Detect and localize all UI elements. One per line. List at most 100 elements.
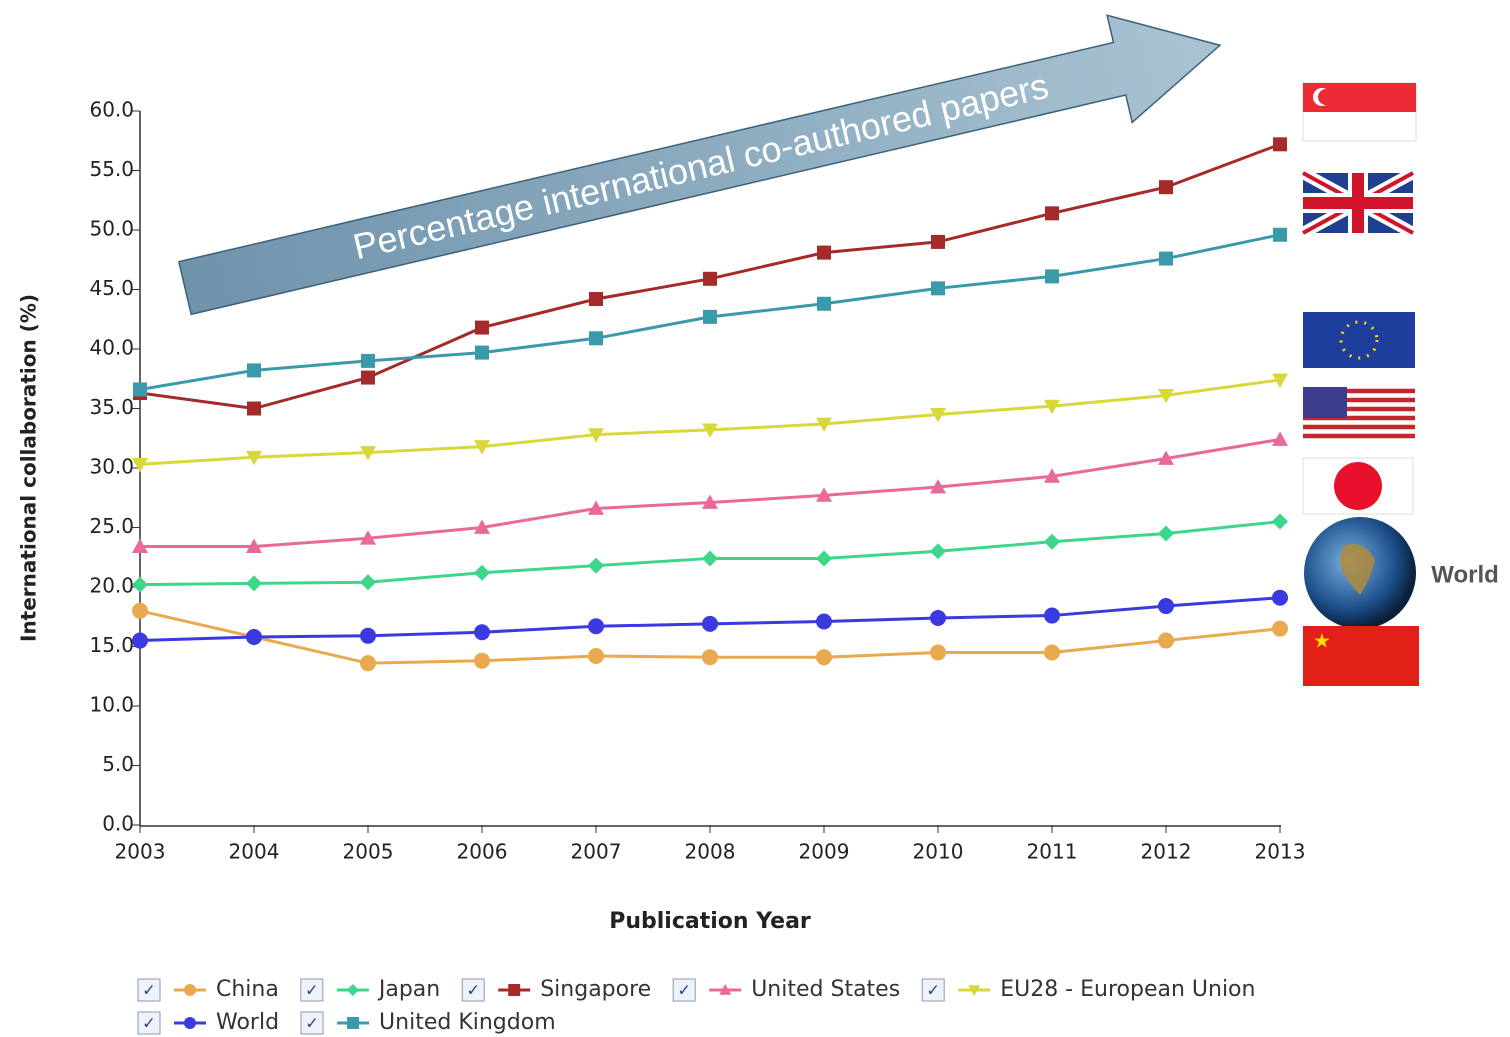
x-axis-title: Publication Year bbox=[609, 909, 811, 934]
legend-label: EU28 - European Union bbox=[1000, 977, 1255, 1002]
y-tick-label: 5.0 bbox=[102, 752, 134, 776]
x-tick-label: 2009 bbox=[799, 840, 850, 864]
marker bbox=[702, 550, 718, 566]
legend-item[interactable]: ✓World bbox=[138, 1010, 279, 1035]
marker bbox=[475, 321, 489, 335]
legend-label: World bbox=[216, 1010, 279, 1035]
x-tick-label: 2013 bbox=[1255, 840, 1306, 864]
marker bbox=[1159, 252, 1173, 266]
y-tick-label: 0.0 bbox=[102, 812, 134, 836]
marker bbox=[931, 235, 945, 249]
flags: ★ bbox=[1303, 83, 1419, 686]
y-tick-label: 15.0 bbox=[89, 633, 134, 657]
check: ✓ bbox=[467, 981, 480, 1000]
y-tick-label: 25.0 bbox=[89, 514, 134, 538]
check: ✓ bbox=[305, 981, 318, 1000]
marker bbox=[133, 382, 147, 396]
legend-item[interactable]: ✓ Singapore bbox=[462, 977, 651, 1002]
legend-item[interactable]: ✓ EU28 - European Union bbox=[922, 977, 1255, 1002]
marker bbox=[508, 984, 520, 996]
marker bbox=[1273, 137, 1287, 151]
y-tick-label: 60.0 bbox=[89, 98, 134, 122]
y-tick-label: 35.0 bbox=[89, 395, 134, 419]
marker bbox=[931, 281, 945, 295]
marker bbox=[474, 565, 490, 581]
legend-item[interactable]: ✓ China bbox=[138, 977, 279, 1002]
marker bbox=[247, 363, 261, 377]
x-tick-label: 2008 bbox=[685, 840, 736, 864]
marker bbox=[1272, 590, 1288, 606]
marker bbox=[703, 310, 717, 324]
marker bbox=[247, 402, 261, 416]
marker bbox=[817, 297, 831, 311]
legend-label: United States bbox=[751, 977, 900, 1002]
marker bbox=[1044, 534, 1060, 550]
x-tick-label: 2003 bbox=[115, 840, 166, 864]
legend-label: Singapore bbox=[540, 977, 651, 1002]
marker bbox=[588, 648, 604, 664]
marker bbox=[184, 984, 196, 996]
marker bbox=[589, 292, 603, 306]
marker bbox=[361, 354, 375, 368]
y-tick-label: 30.0 bbox=[89, 455, 134, 479]
marker bbox=[1272, 431, 1288, 445]
marker bbox=[246, 629, 262, 645]
y-tick-label: 20.0 bbox=[89, 574, 134, 598]
x-tick-label: 2007 bbox=[571, 840, 622, 864]
marker bbox=[588, 558, 604, 574]
marker bbox=[1158, 598, 1174, 614]
check: ✓ bbox=[926, 981, 939, 1000]
svg-text:★: ★ bbox=[1313, 629, 1331, 653]
legend-label: China bbox=[216, 977, 279, 1002]
flag-label: World bbox=[1431, 561, 1499, 588]
y-tick-label: 10.0 bbox=[89, 693, 134, 717]
check: ✓ bbox=[305, 1014, 318, 1033]
marker bbox=[1044, 608, 1060, 624]
y-tick-label: 40.0 bbox=[89, 336, 134, 360]
check: ✓ bbox=[678, 981, 691, 1000]
marker bbox=[361, 371, 375, 385]
marker bbox=[1158, 525, 1174, 541]
marker bbox=[703, 272, 717, 286]
marker bbox=[475, 346, 489, 360]
marker bbox=[1158, 633, 1174, 649]
y-axis-title: International collaboration (%) bbox=[17, 294, 41, 642]
marker bbox=[132, 603, 148, 619]
x-tick-label: 2012 bbox=[1141, 840, 1192, 864]
x-tick-label: 2005 bbox=[343, 840, 394, 864]
legend-label: United Kingdom bbox=[379, 1010, 556, 1035]
annotation: Percentage international co-authored pap… bbox=[349, 65, 1052, 268]
marker bbox=[816, 550, 832, 566]
x-tick-label: 2006 bbox=[457, 840, 508, 864]
x-tick-label: 2011 bbox=[1027, 840, 1078, 864]
marker bbox=[702, 616, 718, 632]
marker bbox=[360, 574, 376, 590]
legend-item[interactable]: ✓ Japan bbox=[301, 977, 440, 1002]
marker bbox=[184, 1017, 196, 1029]
y-tick-label: 55.0 bbox=[89, 157, 134, 181]
y-tick-label: 45.0 bbox=[89, 276, 134, 300]
marker bbox=[1273, 228, 1287, 242]
legend-item[interactable]: ✓ United States bbox=[673, 977, 900, 1002]
x-tick-label: 2010 bbox=[913, 840, 964, 864]
marker bbox=[1045, 269, 1059, 283]
marker bbox=[930, 543, 946, 559]
marker bbox=[816, 649, 832, 665]
marker bbox=[930, 610, 946, 626]
marker bbox=[589, 331, 603, 345]
arrow: Percentage international co-authored pap… bbox=[172, 0, 1232, 342]
marker bbox=[930, 644, 946, 660]
chart: Percentage international co-authored pap… bbox=[0, 0, 1510, 1037]
legend-label: Japan bbox=[377, 977, 440, 1002]
marker bbox=[132, 633, 148, 649]
marker bbox=[702, 649, 718, 665]
marker bbox=[1045, 206, 1059, 220]
marker bbox=[588, 618, 604, 634]
marker bbox=[360, 628, 376, 644]
marker bbox=[347, 1017, 359, 1029]
marker bbox=[360, 655, 376, 671]
check: ✓ bbox=[142, 981, 155, 1000]
marker bbox=[1159, 180, 1173, 194]
marker bbox=[246, 575, 262, 591]
legend-item[interactable]: ✓ United Kingdom bbox=[301, 1010, 556, 1035]
